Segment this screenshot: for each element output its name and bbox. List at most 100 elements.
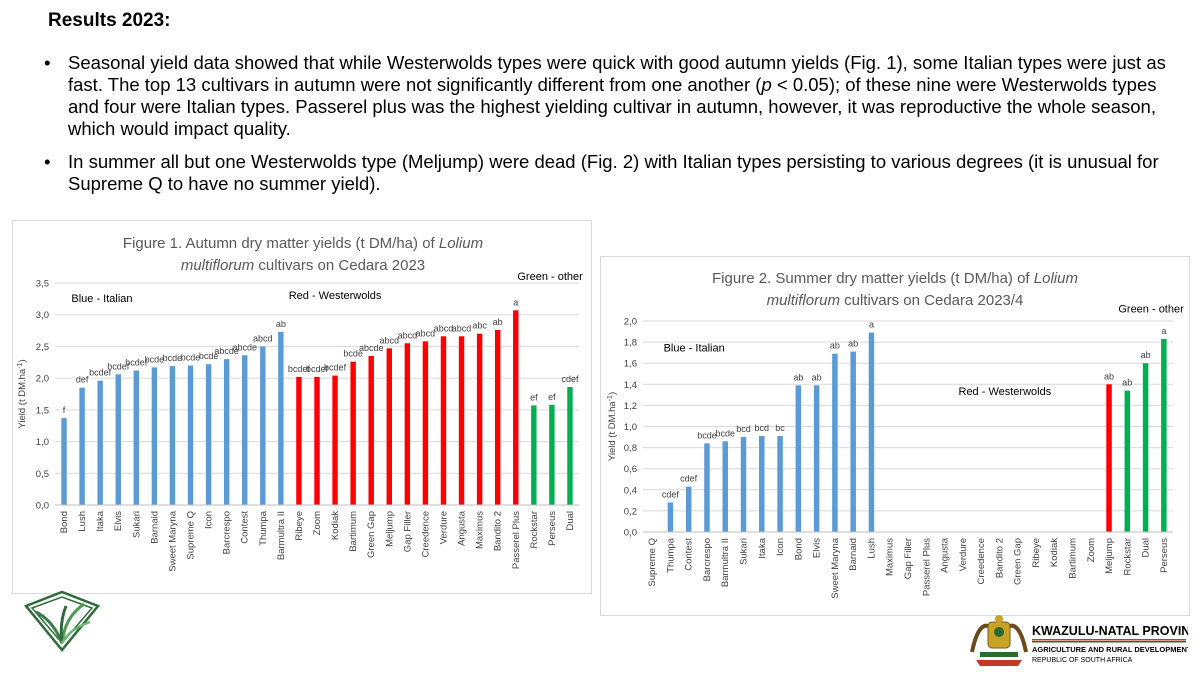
y-tick-label: 3,5 (36, 279, 49, 290)
x-tick-label: Verdure (438, 511, 449, 544)
bar-data-label: a (869, 320, 874, 330)
bar-barnaid (850, 351, 856, 532)
x-tick-label: Verdure (958, 538, 969, 571)
bar-sweet-maryna (832, 353, 838, 532)
bar-data-label: bcdef (125, 358, 148, 368)
bar-itaka (759, 435, 765, 532)
y-tick-label: 2,0 (36, 374, 49, 385)
x-tick-label: Barnaid (848, 538, 859, 571)
x-tick-label: Creedence (976, 538, 987, 584)
x-tick-label: Passerel Plus (921, 538, 932, 596)
bar-data-label: a (1161, 326, 1166, 336)
bar-data-label: abc (472, 321, 487, 331)
bar-barcrespo (223, 359, 230, 505)
group-label: Red - Westerwolds (959, 386, 1052, 398)
bar-data-label: ab (1141, 350, 1151, 360)
bar-kodiak (332, 375, 338, 505)
bar-barnaid (151, 367, 158, 505)
grass-logo (22, 588, 102, 656)
y-tick-label: 2,0 (624, 317, 637, 328)
bar-elvis (813, 385, 820, 532)
bar-data-label: ab (848, 339, 858, 349)
x-tick-label: Meljump (1104, 538, 1115, 574)
x-tick-label: Meljump (384, 511, 395, 547)
x-tick-label: Lush (77, 511, 88, 532)
bar-data-label: cdef (662, 489, 680, 499)
bar-data-label: ab (830, 341, 840, 351)
bar-angusta (458, 336, 465, 505)
x-tick-label: Bond (793, 538, 804, 560)
bar-icon (205, 364, 212, 505)
y-axis-label: Yield (t DM.ha-1) (17, 359, 28, 428)
chart-title-line-1: Figure 1. Autumn dry matter yields (t DM… (123, 235, 483, 252)
x-tick-label: Icon (775, 538, 786, 556)
x-tick-label: Barmultra II (276, 511, 287, 560)
group-label: Green - other (517, 271, 583, 283)
x-tick-label: Gap Filler (903, 538, 914, 579)
bar-barcrespo (704, 443, 710, 532)
bar-ribeye (296, 376, 302, 505)
bar-lush (868, 332, 875, 532)
bar-lush (79, 387, 85, 505)
x-tick-label: Maximus (885, 538, 896, 576)
logo-line-1: KWAZULU-NATAL PROVINCE (1032, 624, 1188, 638)
bar-elvis (115, 374, 121, 505)
x-tick-label: Bond (59, 511, 70, 533)
bar-supreme-q (187, 365, 194, 505)
bar-maximus (476, 333, 483, 505)
x-tick-label: Gap Filler (402, 511, 413, 552)
x-tick-label: Lush (866, 538, 877, 559)
bar-data-label: abcd (398, 330, 418, 340)
bar-data-label: bcde (145, 354, 165, 364)
x-tick-label: Rockstar (529, 511, 540, 548)
x-tick-label: Dual (1141, 538, 1152, 558)
bar-data-label: ab (1104, 371, 1114, 381)
bar-data-label: abcd (380, 335, 400, 345)
y-tick-label: 1,4 (624, 380, 637, 391)
group-label: Green - other (1118, 304, 1184, 316)
y-tick-label: 0,2 (624, 506, 637, 517)
bar-data-label: bcde (343, 349, 363, 359)
bar-data-label: bcde (715, 428, 735, 438)
bar-data-label: bcdef (324, 363, 347, 373)
bar-itaka (97, 380, 103, 505)
chart-title-line-2: multiflorum cultivars on Cedara 2023/4 (767, 292, 1024, 309)
y-tick-label: 0,8 (624, 443, 637, 454)
x-tick-label: Sweet Maryna (830, 537, 841, 598)
bar-data-label: bcdef (288, 364, 311, 374)
x-tick-label: Rockstar (1122, 538, 1133, 575)
bar-data-label: abcde (232, 342, 257, 352)
coat-of-arms-icon (970, 615, 1028, 666)
x-tick-label: Kodiak (1049, 538, 1060, 567)
bar-data-label: bcd (736, 424, 751, 434)
kzn-province-logo: KWAZULU-NATAL PROVINCE AGRICULTURE AND R… (966, 612, 1200, 672)
bar-data-label: abcd (452, 323, 472, 333)
x-tick-label: Supreme Q (647, 538, 658, 587)
logo-line-3: REPUBLIC OF SOUTH AFRICA (1032, 657, 1133, 664)
x-tick-label: Thumpa (258, 510, 269, 546)
x-tick-label: Zoom (312, 511, 323, 535)
bar-data-label: abcde (359, 343, 384, 353)
bar-data-label: bc (775, 423, 785, 433)
bar-rockstar (1124, 390, 1131, 532)
bar-data-label: bcdef (107, 361, 130, 371)
y-tick-label: 1,0 (624, 422, 637, 433)
autumn-yield-chart-svg: Figure 1. Autumn dry matter yields (t DM… (17, 235, 583, 572)
bar-data-label: bcdef (306, 364, 329, 374)
y-tick-label: 1,0 (36, 437, 49, 448)
bar-verdure (440, 336, 447, 505)
bar-data-label: ef (530, 392, 538, 402)
y-tick-label: 0,6 (624, 464, 637, 475)
y-tick-label: 0,0 (36, 501, 49, 512)
bar-green-gap (368, 355, 374, 505)
x-tick-label: Zoom (1086, 538, 1097, 562)
bar-data-label: def (76, 375, 89, 385)
x-tick-label: Elvis (113, 511, 124, 531)
chart-title-line-2: multiflorum cultivars on Cedara 2023 (181, 257, 425, 274)
x-tick-label: Barnaid (149, 511, 160, 544)
x-tick-label: Contest (684, 538, 695, 571)
y-tick-label: 1,5 (36, 405, 49, 416)
x-tick-label: Barcrespo (222, 511, 233, 554)
x-tick-label: Sukari (739, 538, 750, 565)
page-heading: Results 2023: (48, 10, 171, 31)
